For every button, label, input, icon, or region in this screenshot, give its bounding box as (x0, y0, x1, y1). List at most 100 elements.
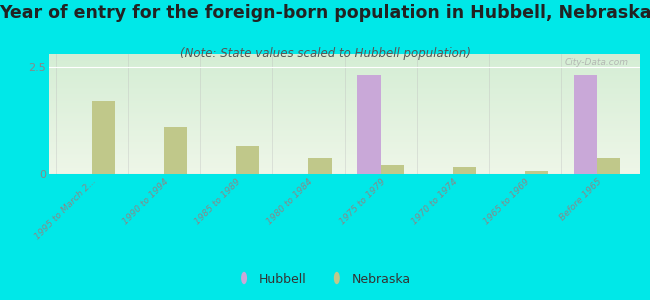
Bar (49, 145, 640, 146)
Bar (49, 56, 640, 58)
Bar (49, 161, 640, 162)
Bar (49, 61, 640, 62)
Legend: Hubbell, Nebraska: Hubbell, Nebraska (234, 268, 416, 291)
Bar (49, 116, 640, 118)
Bar (49, 71, 640, 72)
Bar (49, 146, 640, 148)
Bar (49, 163, 640, 164)
Bar (49, 104, 640, 106)
Bar (49, 80, 640, 82)
Bar (49, 158, 640, 160)
Bar (49, 160, 640, 161)
Bar (49, 113, 640, 114)
Bar (49, 94, 640, 95)
Bar (49, 72, 640, 73)
Bar (49, 108, 640, 109)
Bar (49, 144, 640, 145)
Text: City-Data.com: City-Data.com (564, 58, 629, 67)
Bar (49, 102, 640, 103)
Bar (49, 173, 640, 174)
Text: Year of entry for the foreign-born population in Hubbell, Nebraska: Year of entry for the foreign-born popul… (0, 4, 650, 22)
Bar (49, 84, 640, 85)
Bar (49, 120, 640, 121)
Bar (49, 109, 640, 110)
Bar (49, 131, 640, 132)
Bar (49, 166, 640, 167)
Bar (574, 75, 597, 174)
Bar (49, 100, 640, 101)
Bar (49, 95, 640, 96)
Bar (49, 136, 640, 137)
Bar (49, 114, 640, 115)
Bar (49, 62, 640, 64)
Bar (49, 154, 640, 155)
Bar (49, 150, 640, 151)
Bar (49, 54, 640, 55)
Bar (597, 158, 620, 174)
Bar (49, 148, 640, 149)
Bar (49, 76, 640, 77)
Bar (92, 101, 115, 174)
Bar (49, 127, 640, 128)
Bar (49, 70, 640, 71)
Bar (49, 151, 640, 152)
Bar (49, 134, 640, 136)
Bar (49, 132, 640, 133)
Bar (49, 89, 640, 90)
Bar (49, 73, 640, 74)
Bar (49, 119, 640, 120)
Bar (49, 83, 640, 84)
Bar (49, 157, 640, 158)
Bar (49, 101, 640, 102)
Bar (49, 88, 640, 89)
Bar (49, 140, 640, 142)
Bar (49, 133, 640, 134)
Bar (49, 170, 640, 172)
Bar (49, 110, 640, 112)
Bar (49, 130, 640, 131)
Bar (380, 165, 404, 174)
Bar (49, 97, 640, 98)
Bar (49, 77, 640, 78)
Bar (49, 59, 640, 60)
Bar (49, 126, 640, 127)
Bar (49, 124, 640, 125)
Bar (49, 139, 640, 140)
Bar (49, 98, 640, 100)
Bar (49, 164, 640, 166)
Bar (49, 112, 640, 113)
Bar (49, 143, 640, 144)
Bar (309, 158, 332, 174)
Bar (49, 91, 640, 92)
Bar (49, 55, 640, 56)
Bar (49, 122, 640, 124)
Bar (525, 171, 548, 174)
Bar (49, 142, 640, 143)
Bar (49, 118, 640, 119)
Bar (49, 107, 640, 108)
Bar (49, 172, 640, 173)
Bar (49, 167, 640, 168)
Bar (49, 92, 640, 94)
Bar (358, 75, 380, 174)
Bar (49, 168, 640, 169)
Bar (49, 65, 640, 66)
Bar (49, 86, 640, 88)
Bar (237, 146, 259, 174)
Bar (49, 106, 640, 107)
Bar (49, 64, 640, 65)
Bar (49, 85, 640, 86)
Bar (49, 128, 640, 130)
Bar (49, 152, 640, 154)
Bar (49, 82, 640, 83)
Bar (49, 103, 640, 104)
Bar (49, 74, 640, 76)
Bar (49, 96, 640, 97)
Bar (49, 68, 640, 70)
Bar (49, 149, 640, 150)
Bar (164, 127, 187, 174)
Bar (49, 79, 640, 80)
Bar (49, 169, 640, 170)
Bar (49, 121, 640, 122)
Bar (452, 167, 476, 174)
